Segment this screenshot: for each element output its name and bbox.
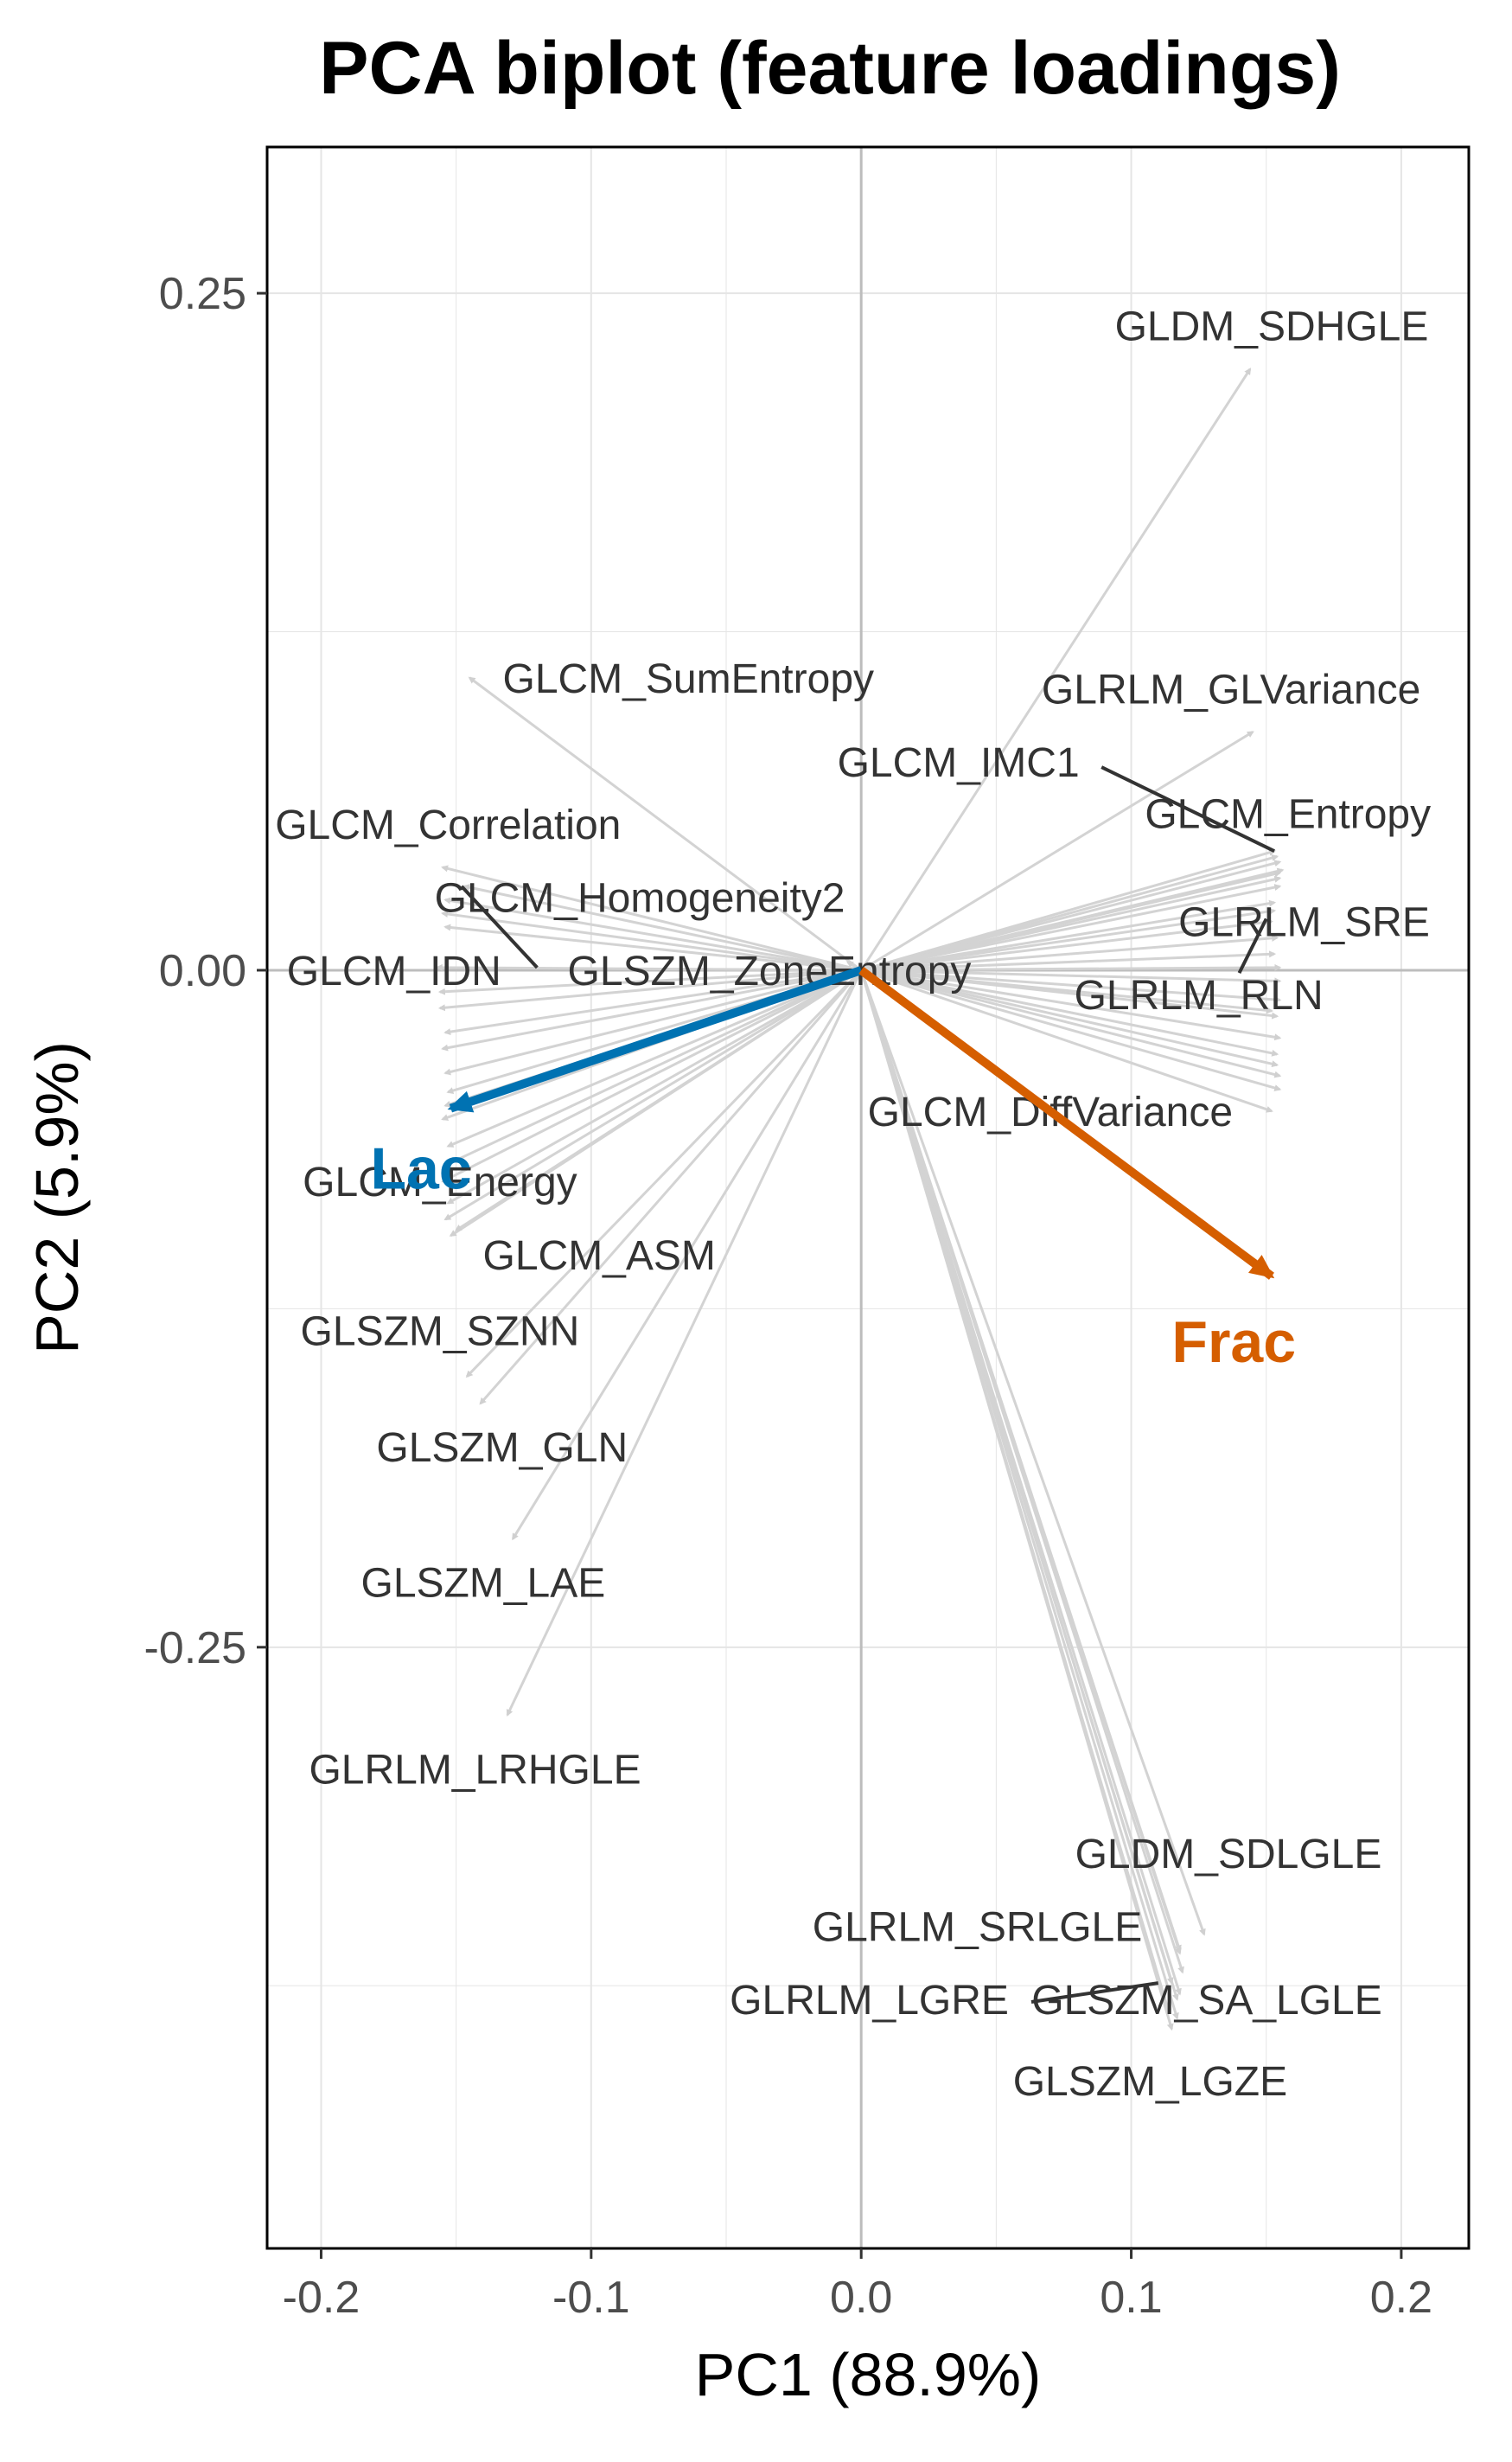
feature-label-glcm-sumentropy: GLCM_SumEntropy [503,656,875,702]
loading-arrow-glrlm-sre [860,899,1277,972]
loading-arrow-glszm-gln [479,969,863,1405]
feature-label-gldm-sdhgle: GLDM_SDHGLE [1115,304,1429,350]
loading-arrow-glrlm-glvariance [860,731,1254,972]
loading-arrow-glcm-asm [454,969,863,1231]
feature-label-glcm-imc1: GLCM_IMC1 [838,740,1080,786]
feature-label-glszm-sa-lgle: GLSZM_SA_LGLE [1031,1978,1382,2024]
chart-title: PCA biplot (feature loadings) [319,27,1341,110]
loading-arrow [861,969,1282,1003]
loading-arrow [441,911,862,972]
feature-label-glrlm-sre: GLRLM_SRE [1178,900,1430,946]
x-tick-label: 0.2 [1370,2273,1432,2323]
loading-arrow-glcm-imc1 [860,848,1277,972]
feature-label-glszm-lgze: GLSZM_LGZE [1013,2059,1287,2105]
leader-line [1101,765,1275,853]
feature-label-glrlm-lrhgle: GLRLM_LRHGLE [309,1748,641,1794]
feature-label-glszm-lae: GLSZM_LAE [360,1561,605,1607]
feature-label-glrlm-glvariance: GLRLM_GLVariance [1042,667,1420,713]
loading-arrow [860,907,1277,972]
x-axis-ticks: -0.2 -0.1 0.0 0.1 0.2 [283,2248,1432,2323]
group-arrow-frac [858,966,1275,1280]
loading-arrow [861,934,1279,972]
leader-lines [460,765,1275,2005]
feature-label-glrlm-lgre: GLRLM_LGRE [730,1978,1009,2024]
loading-arrow [860,969,1279,1057]
leader-line [460,885,539,969]
y-axis-ticks: -0.25 0.00 0.25 [144,269,267,1673]
loading-arrow [860,860,1282,972]
loading-arrow-glcm-sumentropy [468,676,863,972]
loading-arrow [860,969,1279,1068]
loading-arrow-glszm-sa-lgle [859,969,1182,1996]
feature-label-glszm-zoneentropy: GLSZM_ZoneEntropy [568,949,972,994]
y-axis-title: PC2 (5.9%) [23,1041,91,1354]
loading-arrow [437,969,862,995]
group-arrows: Lac Frac [370,966,1296,1375]
loading-arrow-glrlm-rln [861,969,1273,1014]
loading-arrow [860,884,1282,972]
feature-label-glrlm-rln: GLRLM_RLN [1075,973,1324,1019]
loading-arrow-glszm-lae [511,969,863,1541]
feature-label-glcm-idn: GLCM_IDN [287,949,501,994]
loading-arrow [437,969,862,1012]
loading-arrow [443,897,862,972]
feature-label-glcm-homogeneity2: GLCM_Homogeneity2 [435,875,845,921]
loading-arrow-glcm-idn [435,963,862,972]
feature-label-glcm-energy: GLCM_Energy [303,1160,577,1205]
feature-label-gldm-sdlgle: GLDM_SDLGLE [1075,1832,1382,1877]
x-tick-label: 0.0 [830,2273,892,2323]
group-arrow-lac [447,966,863,1113]
loading-arrow-glrlm-lrhgle [506,969,863,1717]
loading-arrow [446,969,862,1205]
x-axis-title: PC1 (88.9%) [695,2341,1042,2408]
feature-label-glrlm-srlgle: GLRLM_SRLGLE [813,1904,1143,1950]
loading-arrow-glszm-lgze [859,969,1174,2031]
loading-arrow [443,969,862,1167]
loading-arrow [443,924,862,972]
loading-arrow [861,963,1282,972]
loading-arrow-glcm-correlation [441,865,862,972]
x-tick-label: -0.2 [283,2273,360,2323]
loading-arrow-glcm-energy [441,969,862,1183]
loading-arrow-glszm-sznn [465,969,863,1378]
loading-arrow-glcm-diffvariance [860,969,1273,1113]
loading-arrow [443,969,862,1221]
loading-arrow-glrlm-srlgle [859,969,1182,1955]
loading-arrow [446,969,862,1148]
loading-arrow [443,969,862,1036]
loading-arrows [435,368,1285,2031]
loading-arrow [860,969,1282,1078]
feature-label-glcm-entropy: GLCM_Entropy [1145,791,1431,837]
group-label-frac: Frac [1171,1309,1296,1375]
plot-panel-border [265,145,1471,2250]
feature-label-glcm-correlation: GLCM_Correlation [275,803,621,848]
x-tick-label: -0.1 [552,2273,630,2323]
y-tick-label: 0.25 [159,269,246,319]
leader-line [1237,918,1268,974]
loading-arrow-gldm-sdhgle [859,368,1252,971]
feature-labels: GLDM_SDHGLE GLCM_SumEntropy GLRLM_GLVarian… [275,304,1431,2105]
feature-label-glszm-sznn: GLSZM_SZNN [301,1308,580,1354]
group-label-lac: Lac [370,1136,471,1202]
x-tick-label: 0.1 [1100,2273,1162,2323]
loading-arrow-gldm-sdlgle [859,969,1206,1936]
loading-arrow [443,969,862,1076]
loading-arrow [861,918,1273,972]
loading-arrow-glcm-entropy [860,870,1282,972]
loading-arrow [441,969,862,1052]
y-tick-label: -0.25 [144,1623,246,1673]
feature-label-glcm-asm: GLCM_ASM [483,1233,716,1279]
loading-arrow [861,969,1282,985]
loading-arrow [860,969,1282,1091]
y-tick-label: 0.00 [159,946,246,996]
loading-arrow [861,950,1277,972]
loading-arrow-glcm-homogeneity2 [463,884,862,972]
loading-arrow [860,969,1282,1041]
leader-line [1030,1981,1159,2005]
feature-label-glszm-gln: GLSZM_GLN [376,1425,628,1471]
